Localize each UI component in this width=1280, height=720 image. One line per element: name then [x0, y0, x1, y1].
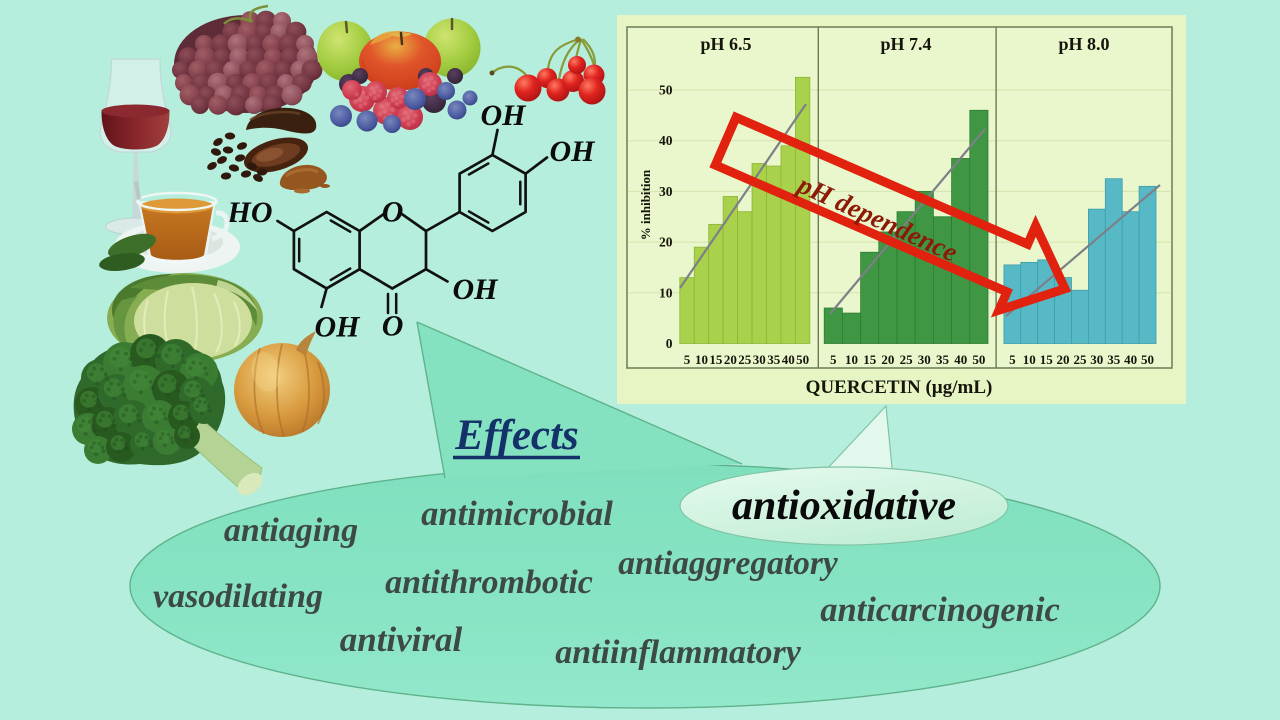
- svg-text:antiaging: antiaging: [224, 512, 358, 549]
- svg-text:20: 20: [1057, 352, 1070, 367]
- svg-text:10: 10: [845, 352, 858, 367]
- svg-text:35: 35: [767, 352, 781, 367]
- svg-text:O: O: [382, 196, 404, 229]
- svg-text:QUERCETIN (µg/mL): QUERCETIN (µg/mL): [806, 377, 993, 398]
- svg-text:50: 50: [796, 352, 809, 367]
- svg-text:O: O: [382, 310, 404, 343]
- svg-text:15: 15: [1040, 352, 1054, 367]
- svg-text:40: 40: [1124, 352, 1137, 367]
- svg-text:30: 30: [1090, 352, 1103, 367]
- svg-text:antioxidative: antioxidative: [732, 483, 956, 529]
- svg-text:OH: OH: [315, 311, 362, 344]
- svg-text:pH 7.4: pH 7.4: [880, 34, 931, 54]
- svg-text:vasodilating: vasodilating: [153, 578, 323, 615]
- svg-text:35: 35: [936, 352, 950, 367]
- svg-text:10: 10: [695, 352, 708, 367]
- svg-text:antithrombotic: antithrombotic: [385, 564, 593, 601]
- svg-text:pH 8.0: pH 8.0: [1058, 34, 1109, 54]
- svg-text:antimicrobial: antimicrobial: [421, 495, 613, 533]
- svg-text:OH: OH: [481, 99, 528, 132]
- svg-text:antiinflammatory: antiinflammatory: [555, 634, 801, 671]
- svg-text:40: 40: [659, 133, 673, 148]
- svg-text:5: 5: [830, 352, 837, 367]
- svg-text:10: 10: [659, 285, 673, 300]
- svg-text:antiviral: antiviral: [340, 620, 463, 659]
- svg-text:30: 30: [918, 352, 931, 367]
- svg-text:25: 25: [900, 352, 914, 367]
- svg-text:30: 30: [753, 352, 766, 367]
- svg-text:50: 50: [972, 352, 985, 367]
- svg-text:pH 6.5: pH 6.5: [700, 34, 751, 54]
- svg-text:20: 20: [659, 235, 673, 250]
- svg-text:5: 5: [684, 352, 691, 367]
- svg-text:30: 30: [659, 184, 673, 199]
- svg-text:Effects: Effects: [454, 412, 578, 459]
- svg-text:15: 15: [709, 352, 723, 367]
- svg-text:35: 35: [1107, 352, 1121, 367]
- svg-text:25: 25: [738, 352, 752, 367]
- svg-text:antiaggregatory: antiaggregatory: [618, 545, 838, 582]
- svg-text:20: 20: [724, 352, 737, 367]
- svg-text:25: 25: [1074, 352, 1088, 367]
- svg-text:anticarcinogenic: anticarcinogenic: [820, 591, 1060, 629]
- svg-text:15: 15: [863, 352, 877, 367]
- svg-text:HO: HO: [227, 196, 273, 229]
- svg-text:10: 10: [1023, 352, 1036, 367]
- svg-text:% inhibition: % inhibition: [638, 169, 653, 240]
- svg-text:OH: OH: [550, 135, 597, 168]
- svg-text:50: 50: [659, 83, 673, 98]
- svg-text:40: 40: [782, 352, 795, 367]
- svg-text:50: 50: [1141, 352, 1154, 367]
- svg-text:40: 40: [954, 352, 967, 367]
- svg-text:OH: OH: [453, 273, 500, 306]
- svg-text:20: 20: [881, 352, 894, 367]
- svg-text:5: 5: [1009, 352, 1016, 367]
- svg-text:0: 0: [666, 336, 673, 351]
